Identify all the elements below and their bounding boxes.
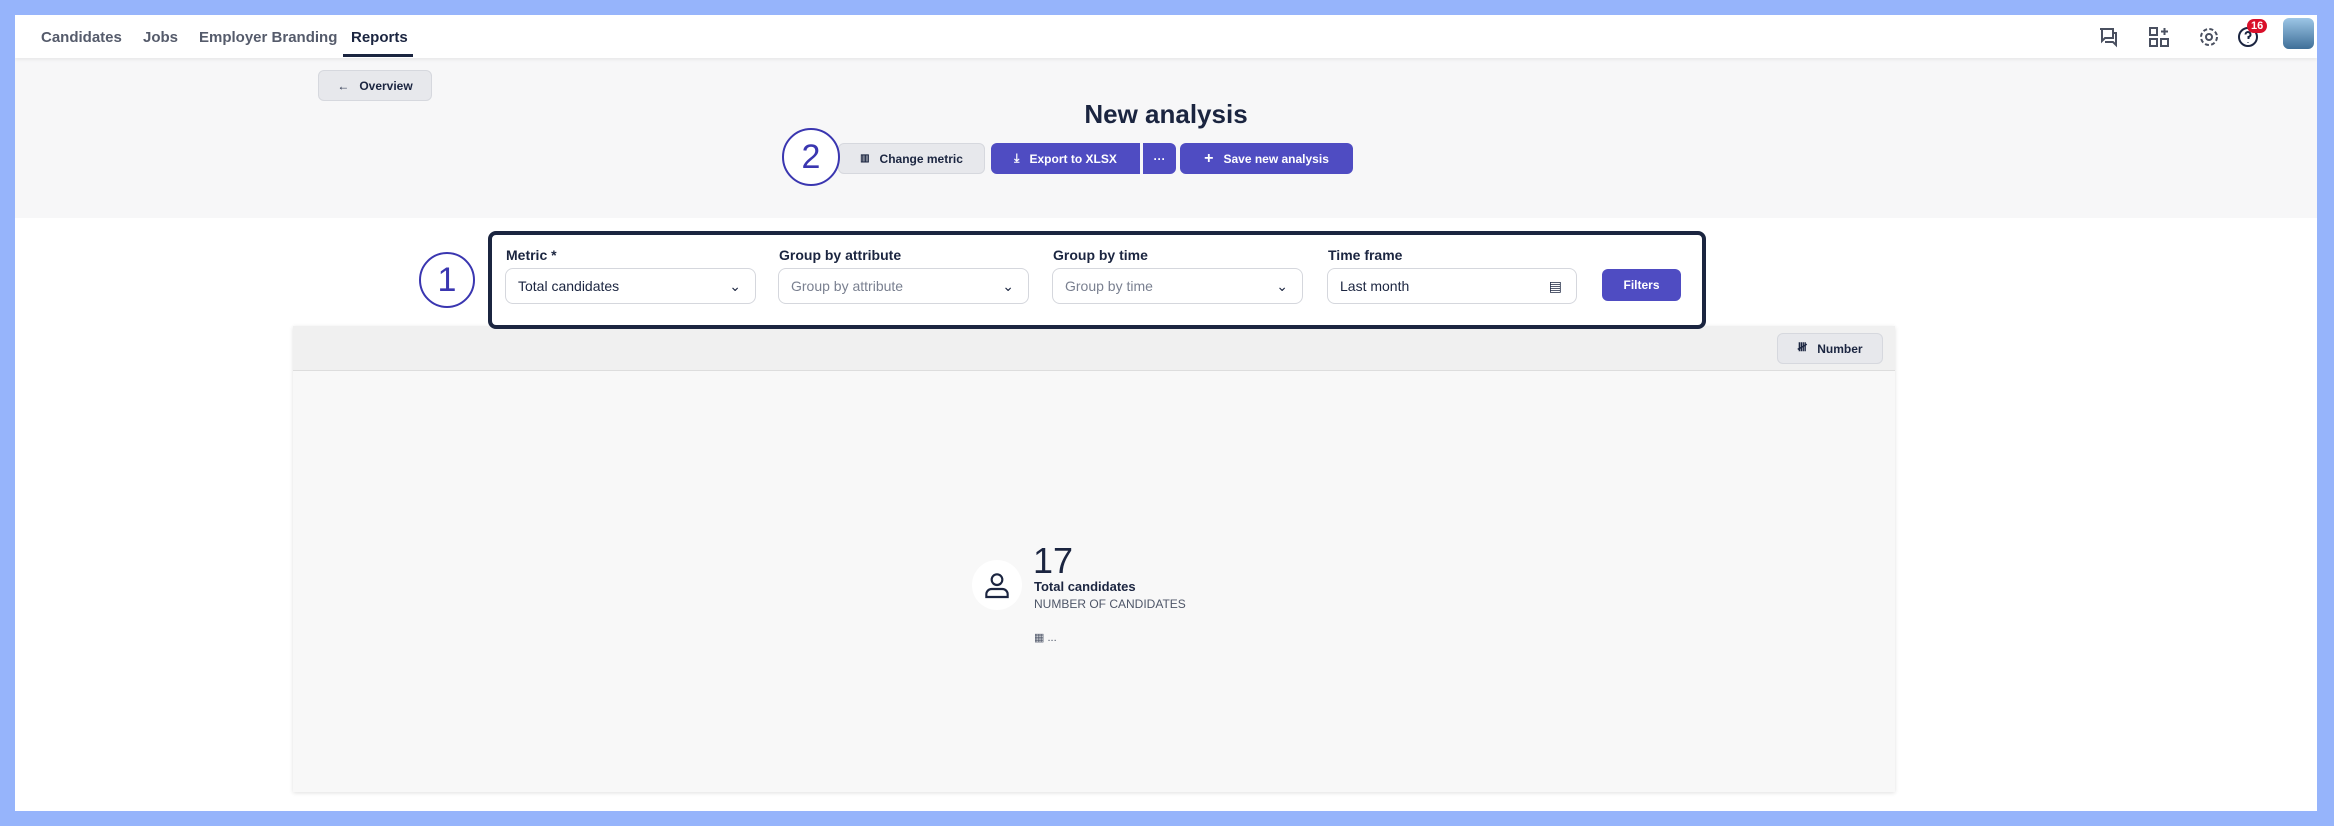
change-metric-button[interactable]: ▥ Change metric [838,143,985,174]
chat-icon[interactable] [2097,25,2121,49]
metric-subtitle: NUMBER OF CANDIDATES [1034,597,1186,611]
apps-add-icon[interactable] [2147,25,2171,49]
app-window: Candidates Jobs Employer Branding Report… [15,15,2317,811]
arrow-left-icon: ← [337,78,350,93]
overview-back-button[interactable]: ← Overview [318,70,432,101]
group-time-label: Group by time [1053,247,1148,263]
overview-label: Overview [359,78,413,93]
view-toolbar: 𝍸 Number [293,326,1895,371]
user-icon [972,560,1022,610]
chevron-down-icon: ⌄ [729,277,741,294]
avatar[interactable] [2283,18,2314,49]
date-range-text: ... [1047,632,1057,644]
tab-jobs[interactable]: Jobs [143,29,179,46]
group-time-placeholder: Group by time [1065,278,1153,294]
group-attribute-label: Group by attribute [779,247,902,263]
tab-candidates[interactable]: Candidates [41,29,122,46]
notification-badge: 16 [2247,19,2268,33]
active-tab-indicator [343,54,413,57]
group-attribute-placeholder: Group by attribute [791,278,904,294]
metric-select[interactable]: Total candidates ⌄ [505,268,756,304]
tab-reports[interactable]: Reports [351,29,408,46]
metric-value: 17 [1033,540,1074,581]
time-frame-picker[interactable]: Last month ▤ [1327,268,1577,304]
date-range: ▦ ... [1034,631,1057,644]
annotation-marker-2: 2 [782,128,840,186]
metric-label: Metric * [506,247,557,263]
view-type-button[interactable]: 𝍸 Number [1777,333,1883,364]
more-options-button[interactable]: ··· [1143,143,1176,174]
view-type-label: Number [1817,341,1863,356]
group-time-select[interactable]: Group by time ⌄ [1052,268,1303,304]
bar-chart-icon: ▥ [860,153,870,164]
chevron-down-icon: ⌄ [1002,277,1014,294]
save-analysis-button[interactable]: + Save new analysis [1180,143,1353,174]
time-frame-label: Time frame [1328,247,1403,263]
calendar-icon: ▦ [1034,632,1048,644]
page-title: New analysis [1084,99,1248,129]
metric-title: Total candidates [1034,579,1136,594]
tally-icon: 𝍸 [1797,340,1808,354]
calendar-icon: ▤ [1548,277,1562,294]
export-label: Export to XLSX [1029,151,1117,166]
export-xlsx-button[interactable]: ⤓ Export to XLSX [991,143,1140,174]
change-metric-label: Change metric [879,151,963,166]
annotation-marker-1: 1 [419,252,475,308]
group-attribute-select[interactable]: Group by attribute ⌄ [778,268,1029,304]
save-label: Save new analysis [1223,151,1329,166]
tab-employer-branding[interactable]: Employer Branding [199,29,338,46]
metric-value-text: Total candidates [518,278,620,294]
plus-icon: + [1204,149,1214,167]
download-icon: ⤓ [1014,151,1020,165]
gear-icon[interactable] [2197,25,2221,49]
filters-button[interactable]: Filters [1602,269,1681,301]
top-nav: Candidates Jobs Employer Branding Report… [15,15,2317,58]
result-panel: 𝍸 Number 17 Total candidates NUMBER OF CA… [293,326,1895,792]
chevron-down-icon: ⌄ [1276,277,1288,294]
time-frame-value: Last month [1340,278,1410,294]
